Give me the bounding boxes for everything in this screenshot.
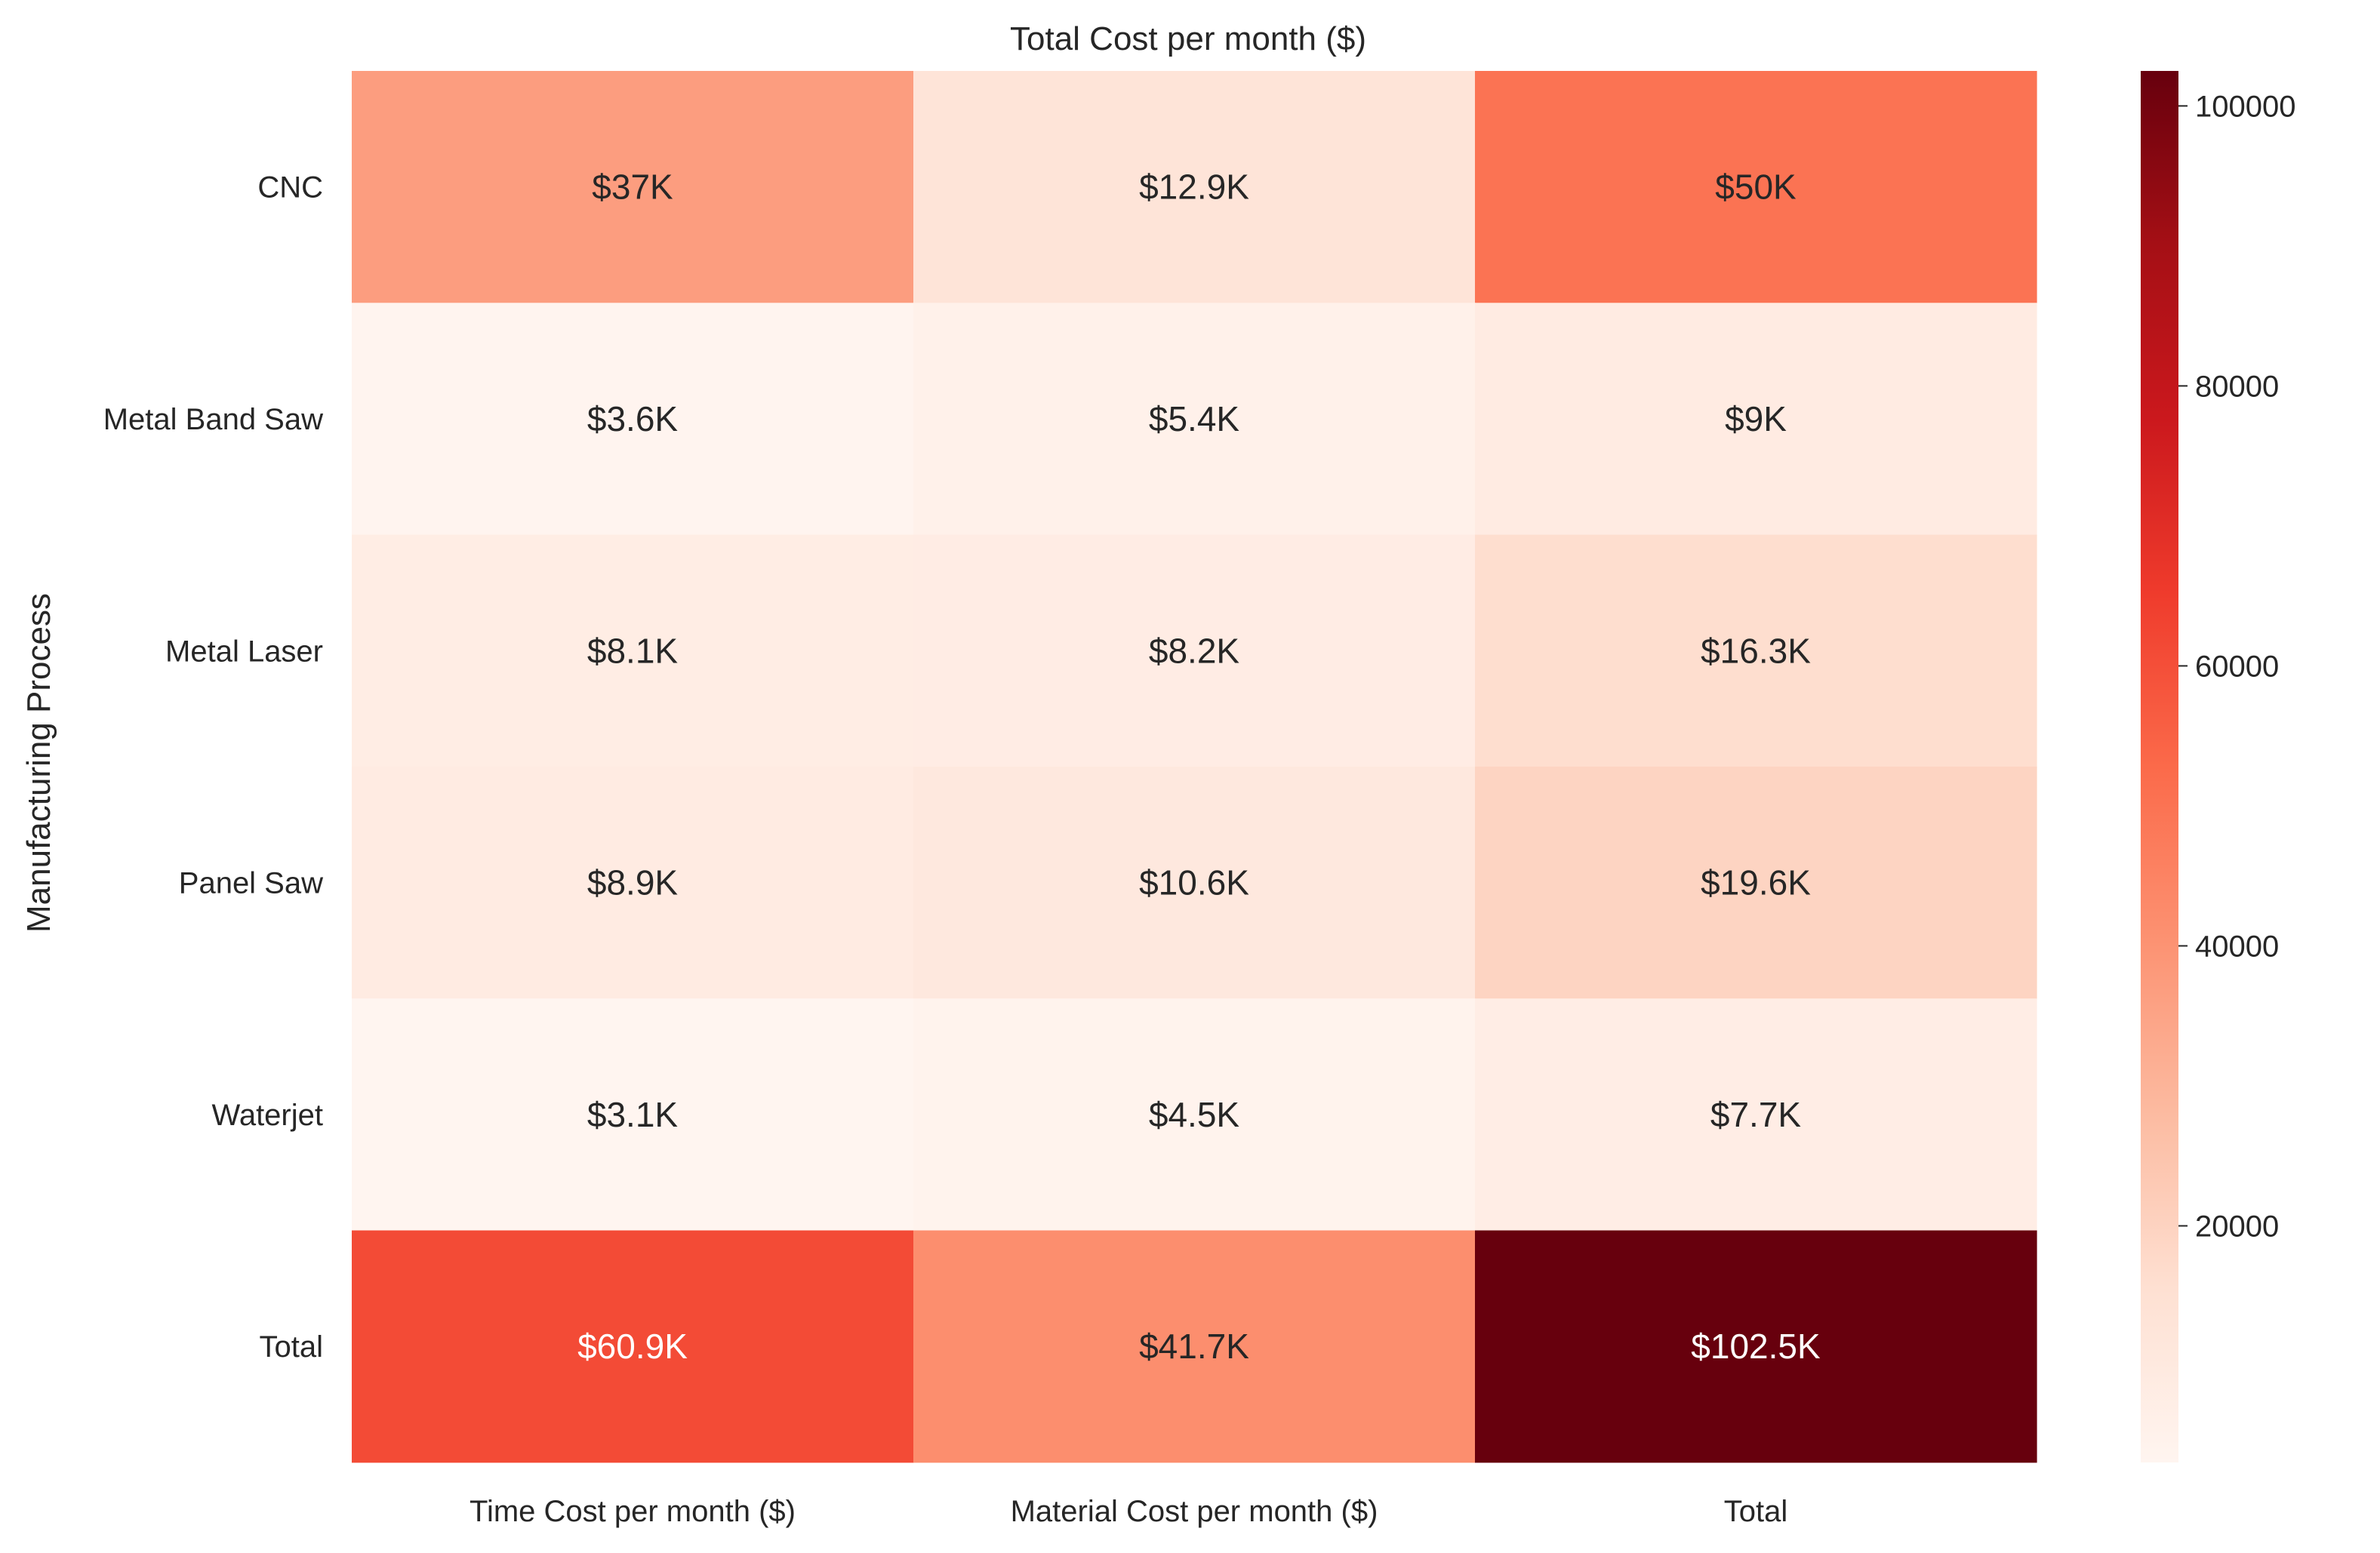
heatmap-cell — [1475, 766, 2037, 999]
x-tick-label: Material Cost per month ($) — [1011, 1495, 1378, 1528]
cell-annotation: $41.7K — [1139, 1327, 1249, 1366]
cell-annotation: $5.4K — [1149, 399, 1240, 438]
y-tick-labels: CNC Metal Band Saw Metal Laser Panel Saw Wat… — [103, 171, 323, 1364]
cell-annotations: $37K $12.9K $50K $3.6K $5.4K $9K $8.1K $8.2K $16… — [577, 168, 1821, 1367]
cell-annotation: $4.5K — [1149, 1095, 1240, 1134]
y-tick-label: Waterjet — [212, 1099, 323, 1132]
colorbar-tick-label: 60000 — [2195, 650, 2279, 683]
cell-annotation: $3.6K — [587, 399, 679, 438]
heatmap-cell — [913, 1230, 1476, 1463]
colorbar-tick-label: 40000 — [2195, 930, 2279, 963]
y-tick-label: Metal Band Saw — [103, 403, 323, 436]
cell-annotation: $8.9K — [587, 863, 679, 903]
cell-annotation: $8.2K — [1149, 631, 1240, 670]
cell-annotation: $37K — [592, 168, 673, 207]
chart-title: Total Cost per month ($) — [1010, 20, 1366, 57]
heatmap-cell — [913, 534, 1476, 767]
heatmap-cell — [352, 303, 914, 536]
heatmap-cell — [1475, 303, 2037, 536]
colorbar-tick-label: 100000 — [2195, 90, 2295, 123]
colorbar — [2141, 71, 2178, 1462]
heatmap-cell — [352, 534, 914, 767]
heatmap-cell — [913, 766, 1476, 999]
cell-annotation: $7.7K — [1710, 1095, 1802, 1134]
heatmap-cell — [913, 303, 1476, 536]
y-tick-label: Metal Laser — [165, 635, 323, 668]
cell-annotation: $10.6K — [1139, 863, 1249, 903]
x-tick-label: Time Cost per month ($) — [470, 1495, 796, 1528]
heatmap-cell — [352, 766, 914, 999]
cell-annotation: $50K — [1715, 168, 1797, 207]
cell-annotation: $19.6K — [1701, 863, 1811, 903]
cell-annotation: $8.1K — [587, 631, 679, 670]
x-tick-label: Total — [1724, 1495, 1788, 1528]
y-tick-label: Panel Saw — [179, 867, 323, 900]
heatmap-cell — [352, 1230, 914, 1463]
heatmap-cell — [913, 998, 1476, 1232]
heatmap-cell — [913, 71, 1476, 303]
cell-annotation: $102.5K — [1691, 1327, 1821, 1366]
cell-annotation: $60.9K — [577, 1327, 688, 1366]
heatmap-cells — [352, 71, 2037, 1463]
cell-annotation: $16.3K — [1701, 631, 1811, 670]
y-axis-label: Manufacturing Process — [20, 593, 57, 933]
heatmap-cell — [1475, 1230, 2037, 1463]
colorbar-tick-label: 20000 — [2195, 1210, 2279, 1243]
cell-annotation: $9K — [1725, 399, 1787, 438]
cell-annotation: $3.1K — [587, 1095, 679, 1134]
colorbar-ticks: 20000 40000 60000 80000 100000 — [2178, 90, 2295, 1243]
heatmap-cell — [1475, 998, 2037, 1232]
heatmap-cell — [1475, 71, 2037, 303]
cell-annotation: $12.9K — [1139, 168, 1249, 207]
heatmap-cell — [352, 998, 914, 1232]
y-tick-label: CNC — [257, 171, 323, 205]
x-tick-labels: Time Cost per month ($) Material Cost per… — [470, 1495, 1787, 1528]
y-tick-label: Total — [260, 1330, 324, 1364]
heatmap-cell — [352, 71, 914, 303]
colorbar-tick-label: 80000 — [2195, 370, 2279, 403]
heatmap-cell — [1475, 534, 2037, 767]
